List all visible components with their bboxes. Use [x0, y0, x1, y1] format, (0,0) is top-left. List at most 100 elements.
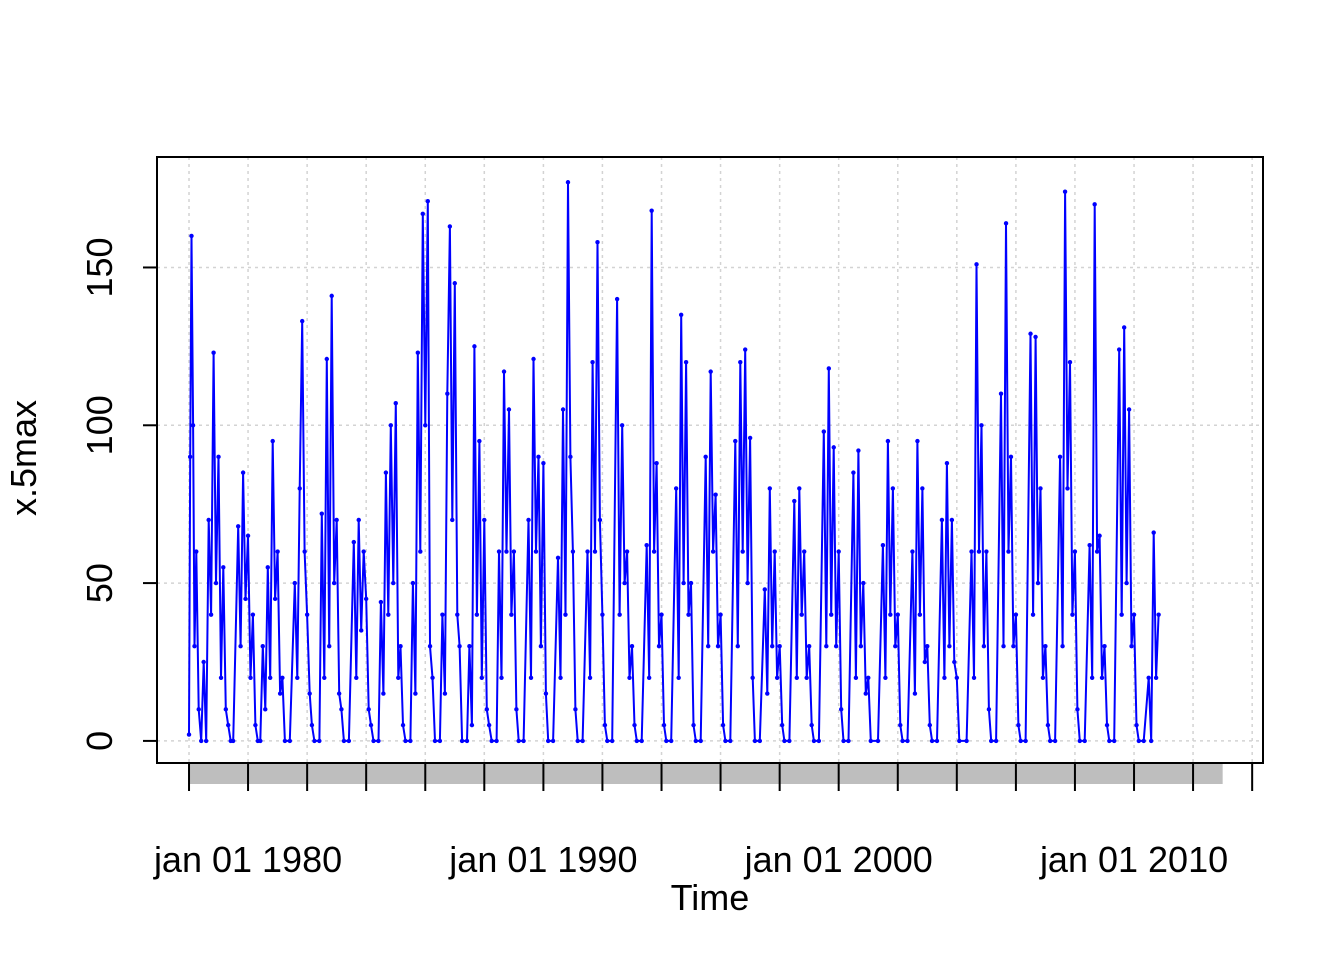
data-point [427, 644, 433, 649]
data-point [1070, 612, 1075, 617]
data-point [619, 423, 625, 428]
data-point [826, 366, 832, 371]
data-point [253, 722, 258, 728]
data-point [1065, 486, 1070, 491]
data-point [398, 644, 403, 649]
data-point [1148, 738, 1154, 744]
data-point [610, 738, 615, 744]
data-point [1023, 738, 1028, 744]
data-point [1018, 738, 1023, 744]
data-point [265, 565, 270, 570]
x-tick-label: jan 01 2000 [744, 839, 933, 880]
data-point [1112, 738, 1117, 744]
data-point [885, 438, 891, 444]
data-point [659, 612, 664, 617]
data-point [1089, 675, 1095, 680]
data-point [206, 517, 211, 523]
data-point [413, 691, 418, 696]
data-point [363, 596, 369, 602]
data-point [673, 486, 679, 491]
data-point [772, 549, 777, 554]
data-point [388, 423, 394, 428]
data-point [329, 293, 334, 299]
data-point [688, 580, 694, 586]
data-point [1013, 612, 1019, 617]
data-point [1099, 675, 1105, 680]
data-point [560, 407, 566, 412]
data-point [787, 738, 792, 744]
data-point [509, 612, 514, 617]
data-point [998, 391, 1004, 396]
data-point [221, 565, 226, 570]
data-point [359, 628, 364, 633]
data-point [381, 691, 386, 696]
data-point [651, 549, 657, 554]
data-point [676, 675, 681, 680]
data-point [223, 707, 229, 712]
data-point [622, 580, 627, 586]
data-point [297, 486, 302, 491]
data-point [575, 738, 580, 744]
data-point [526, 517, 531, 523]
data-point [1146, 675, 1151, 680]
data-point [243, 596, 248, 602]
data-point [550, 738, 556, 744]
data-point [1131, 612, 1137, 617]
data-point [457, 644, 462, 649]
data-point [464, 738, 470, 744]
x-tick-label: jan 01 2010 [1039, 839, 1228, 880]
data-point [300, 318, 305, 324]
data-point [634, 738, 639, 744]
data-point [489, 738, 494, 744]
data-point [275, 549, 280, 554]
data-point [189, 233, 194, 239]
data-point [501, 369, 507, 374]
data-point [683, 359, 689, 365]
data-point [469, 722, 475, 728]
data-point [905, 738, 910, 744]
data-point [738, 359, 743, 365]
data-point [710, 549, 716, 554]
data-point [1126, 407, 1132, 412]
data-point [201, 659, 206, 665]
data-point [767, 486, 772, 491]
data-point [324, 356, 329, 362]
data-point [1075, 707, 1080, 712]
data-point [888, 612, 893, 617]
data-point [705, 644, 711, 649]
data-point [459, 738, 465, 744]
data-point [378, 599, 384, 605]
data-point [954, 675, 960, 680]
data-point [1134, 722, 1139, 728]
data-point [423, 423, 428, 428]
data-point [479, 675, 484, 680]
data-point [765, 691, 770, 696]
data-point [1156, 612, 1161, 617]
data-point [186, 732, 192, 737]
data-point [639, 738, 644, 744]
data-point [1151, 530, 1156, 535]
data-point [1136, 738, 1142, 744]
data-point [270, 438, 275, 444]
data-point [506, 407, 512, 412]
data-point [846, 738, 851, 744]
plot-frame [156, 156, 1264, 764]
data-point [910, 549, 915, 554]
data-point [410, 580, 416, 586]
data-point [629, 644, 635, 649]
data-point [1045, 722, 1051, 728]
data-point [1060, 644, 1065, 649]
data-point [408, 738, 413, 744]
data-point [450, 517, 455, 523]
data-point [750, 675, 755, 680]
data-point [216, 454, 221, 460]
data-point [440, 612, 445, 617]
data-point [693, 738, 699, 744]
data-point [531, 356, 536, 362]
data-point [922, 659, 927, 665]
data-point [484, 707, 490, 712]
data-point [1067, 359, 1073, 365]
data-point [740, 549, 745, 554]
data-point [218, 675, 224, 680]
